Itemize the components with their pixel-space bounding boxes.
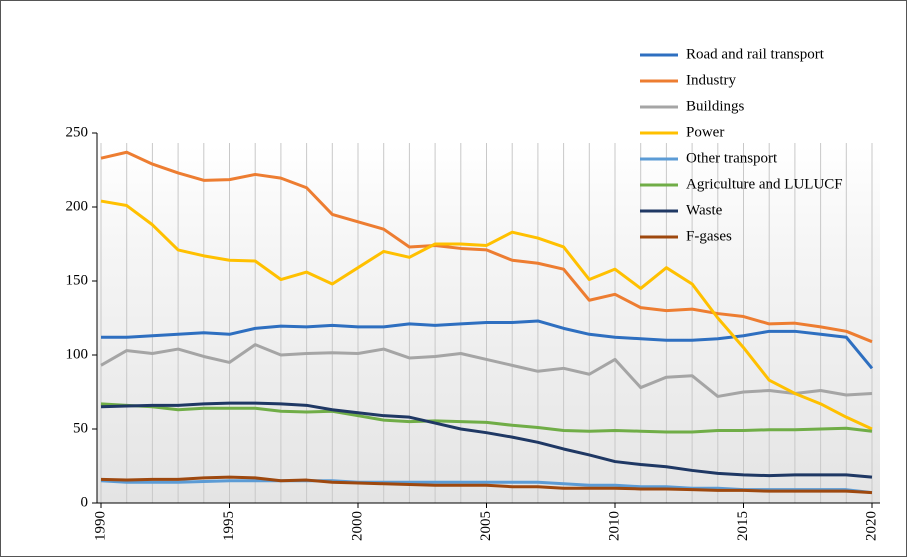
- series-line: [100, 199, 873, 431]
- legend-label: Agriculture and LULUCF: [686, 176, 843, 192]
- x-tick-label: 2000: [349, 511, 365, 541]
- x-tick-label: 1995: [221, 511, 237, 541]
- legend-label: Industry: [686, 72, 736, 88]
- legend-label: Buildings: [686, 98, 745, 114]
- x-tick-label: 2010: [606, 511, 622, 541]
- series-line: [100, 401, 873, 479]
- series-line: [100, 343, 873, 398]
- legend-label: Power: [686, 124, 724, 140]
- y-tick-label: 0: [81, 494, 89, 510]
- legend-label: F-gases: [686, 228, 732, 244]
- y-tick-label: 250: [66, 124, 89, 140]
- y-tick-label: 100: [66, 346, 89, 362]
- x-tick-label: 2015: [735, 511, 751, 541]
- x-tick-label: 2005: [478, 511, 494, 541]
- series-line: [100, 475, 873, 495]
- legend-label: Road and rail transport: [686, 46, 825, 62]
- x-tick-label: 2020: [863, 511, 879, 541]
- series-line: [100, 402, 873, 434]
- x-tick-label: 1990: [92, 511, 108, 541]
- legend-label: Waste: [686, 202, 723, 218]
- y-tick-label: 150: [66, 272, 89, 288]
- y-tick-label: 200: [66, 198, 89, 214]
- y-tick-label: 50: [73, 420, 88, 436]
- series-line: [101, 319, 874, 370]
- legend-label: Other transport: [686, 150, 778, 166]
- series-line: [100, 150, 873, 344]
- plot-background: [97, 145, 880, 503]
